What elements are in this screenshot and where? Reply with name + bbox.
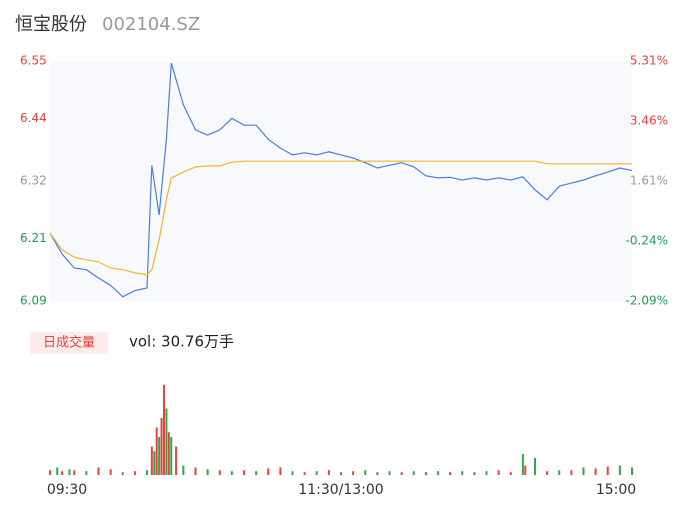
volume-bar [230, 471, 233, 475]
y2-tick-label: -2.09% [626, 294, 668, 308]
volume-label-box [30, 332, 108, 354]
volume-bar [570, 470, 573, 475]
volume-bar [594, 468, 597, 475]
series-line [49, 160, 632, 276]
volume-bar [485, 471, 488, 475]
volume-bar [243, 470, 245, 475]
volume-bar [400, 472, 403, 475]
volume-bar [61, 471, 64, 475]
x-tick-label: 15:00 [596, 482, 636, 498]
series-line [49, 62, 633, 298]
volume-bar [158, 437, 161, 475]
volume-bar [424, 472, 427, 475]
x-tick-label: 09:30 [47, 482, 87, 498]
volume-bar [121, 472, 124, 475]
volume-annotation: vol: 30.76万手 [129, 333, 234, 351]
volume-bar [618, 465, 621, 475]
volume-bar [449, 472, 452, 475]
volume-bar [218, 470, 221, 475]
volume-bar [73, 470, 76, 475]
volume-bar [291, 471, 294, 475]
volume-bar [97, 467, 100, 475]
volume-bar [437, 471, 439, 475]
volume-bar [160, 418, 163, 475]
volume-bar [546, 471, 549, 475]
chart-title: 恒宝股份 [15, 14, 87, 35]
volume-bar [56, 467, 59, 475]
volume-bar [631, 467, 633, 475]
volume-bar [150, 446, 153, 475]
volume-bar [582, 467, 585, 475]
volume-bar [558, 470, 561, 475]
volume-bar [497, 470, 500, 475]
volume-bar [162, 384, 165, 475]
y-tick-label: 6.55 [20, 54, 47, 68]
volume-label: 日成交量 [43, 335, 95, 351]
volume-bar [352, 471, 355, 475]
volume-bar [606, 466, 609, 475]
volume-bar [153, 451, 156, 475]
volume-bar [165, 408, 168, 475]
volume-bar [534, 457, 536, 475]
y-tick-label: 6.21 [20, 231, 47, 245]
volume-bar [376, 472, 379, 475]
x-tick-label: 11:30/13:00 [298, 482, 383, 498]
volume-bar [146, 470, 148, 475]
volume-bar [364, 470, 367, 475]
volume-bar [133, 471, 136, 475]
volume-bar [170, 437, 173, 475]
volume-bar [388, 471, 391, 475]
volume-bar [194, 467, 197, 475]
volume-bar [315, 471, 318, 475]
volume-bar [327, 470, 330, 475]
volume-bar [109, 469, 112, 475]
volume-bar [175, 446, 178, 475]
volume-bar [412, 471, 415, 475]
y-tick-label: 6.32 [20, 174, 47, 188]
volume-bar [182, 465, 185, 475]
volume-bar [167, 432, 170, 475]
chart-subtitle: 002104.SZ [102, 14, 200, 35]
y2-tick-label: 3.46% [630, 114, 668, 128]
y-tick-label: 6.09 [20, 294, 47, 308]
volume-bar [279, 467, 282, 475]
volume-bar [49, 470, 51, 475]
volume-bar [267, 468, 270, 475]
volume-bar [68, 469, 71, 475]
plot-background [50, 61, 632, 301]
volume-bar [461, 471, 464, 475]
y-tick-label: 6.44 [20, 111, 47, 125]
volume-bar [521, 454, 524, 475]
y2-tick-label: -0.24% [626, 234, 668, 248]
volume-bar [255, 471, 258, 475]
volume-bar [473, 472, 476, 475]
volume-bar [155, 427, 158, 475]
y2-tick-label: 5.31% [630, 54, 668, 68]
volume-bar [303, 472, 306, 475]
volume-bar [206, 469, 209, 475]
volume-bar [340, 472, 342, 475]
volume-bar [509, 472, 512, 475]
volume-bar [85, 471, 88, 475]
y2-tick-label: 1.61% [630, 174, 668, 188]
volume-bar [524, 465, 527, 475]
